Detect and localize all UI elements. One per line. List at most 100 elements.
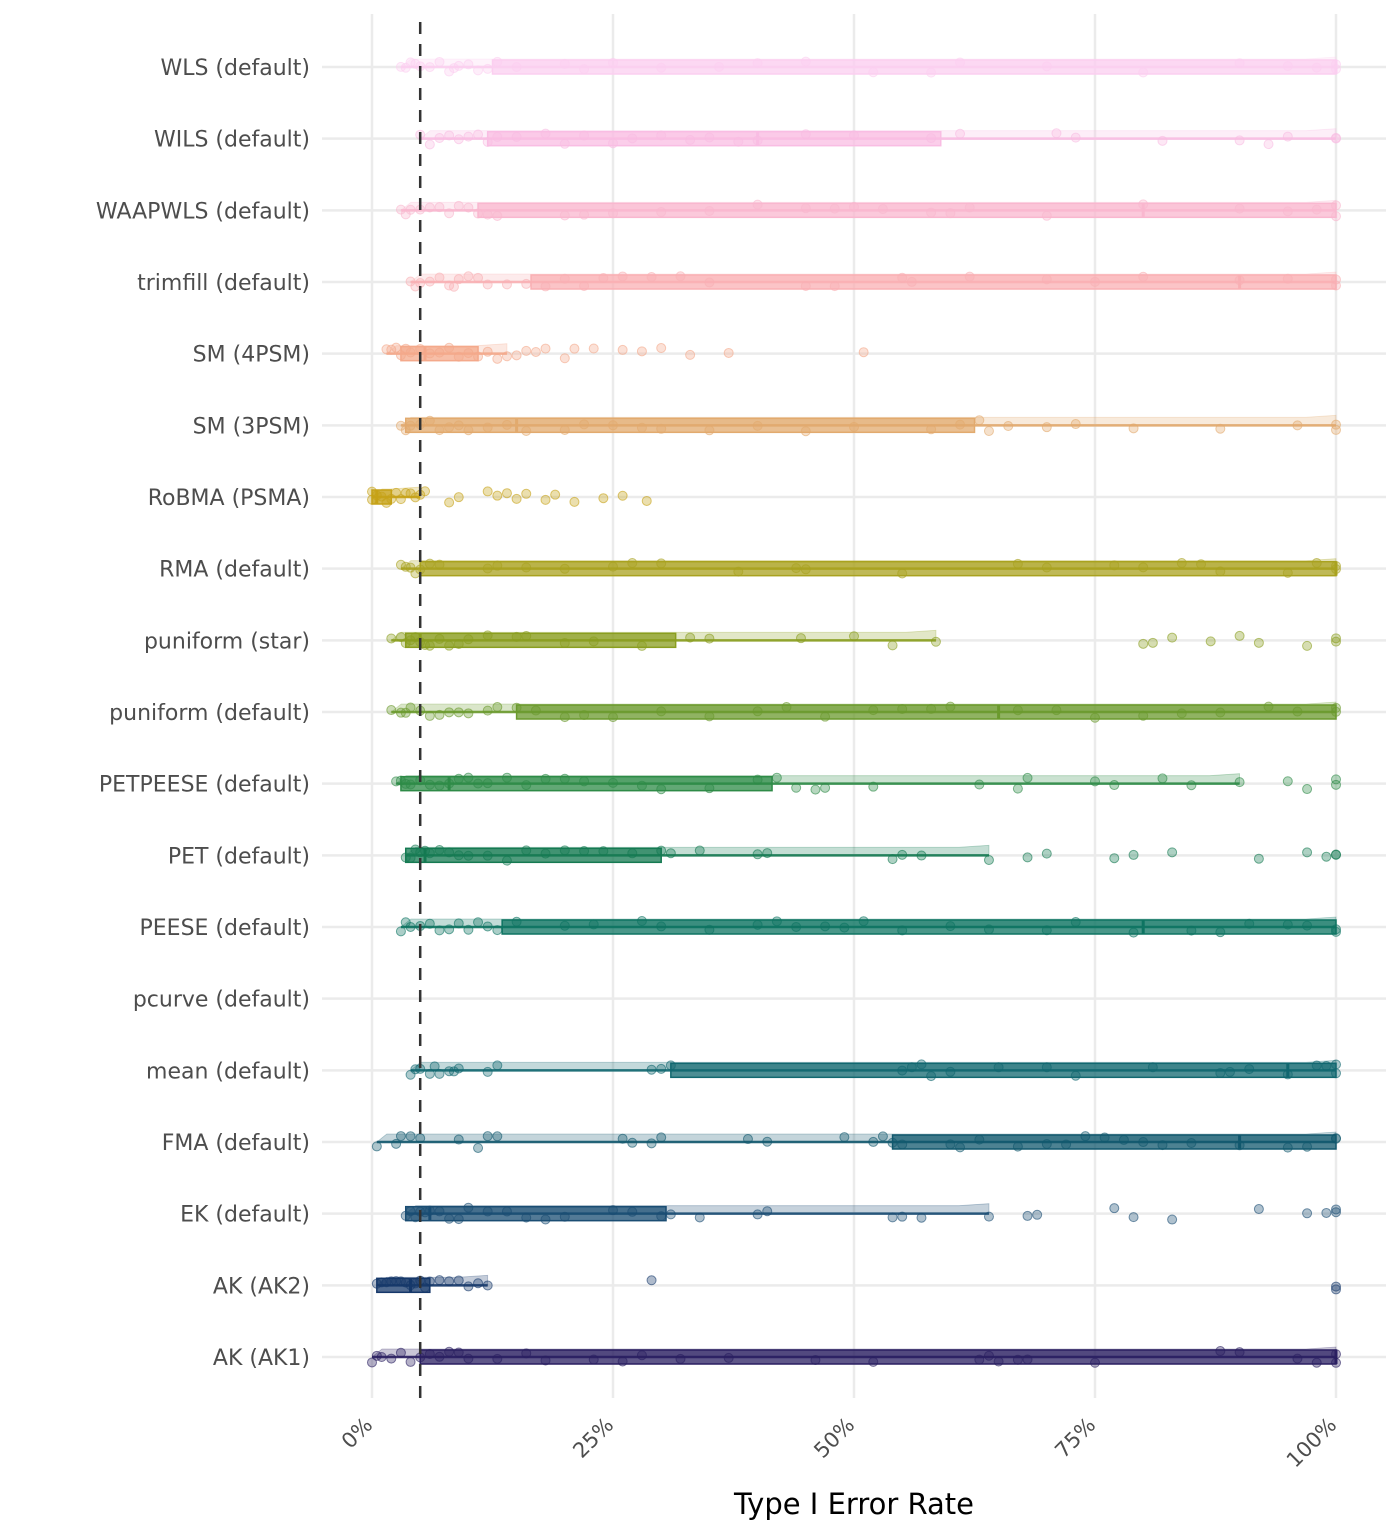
data-point (704, 924, 715, 935)
data-point (1109, 560, 1120, 571)
data-point (627, 1206, 638, 1217)
data-point (926, 703, 937, 714)
data-point (405, 921, 416, 932)
data-point (685, 632, 696, 643)
data-point (482, 850, 493, 861)
data-point (1215, 1346, 1226, 1357)
data-point (1234, 777, 1245, 788)
data-point (463, 59, 474, 70)
data-point (974, 1134, 985, 1145)
data-point (453, 1214, 464, 1225)
data-point (492, 131, 503, 142)
data-point (492, 1353, 503, 1364)
data-point (608, 420, 618, 431)
y-tick-label: puniform (star) (144, 629, 310, 654)
data-point (656, 207, 667, 218)
data-point (511, 702, 522, 713)
data-point (444, 640, 455, 651)
data-point (608, 138, 618, 149)
data-point (511, 131, 522, 142)
data-point (463, 708, 474, 719)
data-point (405, 852, 416, 863)
data-point (608, 712, 618, 723)
data-point (752, 919, 763, 930)
data-point (492, 490, 503, 501)
data-point (1128, 1212, 1139, 1223)
data-point (742, 1134, 753, 1145)
data-point (588, 343, 599, 354)
data-point (453, 773, 464, 784)
data-point (1128, 849, 1139, 860)
data-point (897, 925, 908, 936)
series-ek-default (400, 1202, 1341, 1225)
data-point (1331, 706, 1341, 717)
data-point (1302, 847, 1313, 858)
data-point (752, 706, 763, 717)
series-waapwls-default (395, 199, 1341, 222)
data-point (473, 65, 484, 76)
data-point (945, 701, 956, 712)
y-tick-label: WLS (default) (160, 56, 310, 81)
data-point (1234, 630, 1245, 641)
data-point (444, 924, 455, 935)
data-point (636, 916, 647, 927)
data-point (453, 134, 464, 145)
data-point (704, 205, 715, 216)
data-point (501, 772, 512, 783)
data-point (386, 705, 397, 716)
data-point (444, 497, 455, 508)
data-point (1080, 1131, 1091, 1142)
data-point (1157, 1140, 1168, 1151)
data-point (501, 351, 512, 362)
data-point (1118, 1134, 1129, 1145)
data-point (511, 493, 522, 504)
data-point (598, 493, 609, 504)
data-point (1090, 776, 1100, 787)
data-point (1331, 280, 1341, 291)
data-point (530, 346, 541, 357)
data-point (463, 425, 474, 436)
data-point (1331, 1207, 1341, 1218)
y-tick-label: WILS (default) (154, 128, 310, 153)
data-point (453, 1275, 464, 1286)
data-point (400, 1277, 411, 1288)
data-point (434, 1068, 445, 1079)
data-point (1282, 567, 1293, 578)
data-point (463, 1353, 474, 1364)
data-point (1244, 918, 1255, 929)
data-point (1331, 849, 1341, 860)
data-point (453, 351, 464, 362)
data-point (424, 1205, 435, 1216)
box (501, 919, 1337, 935)
data-point (1205, 636, 1216, 647)
data-point (945, 1066, 956, 1077)
data-point (945, 921, 956, 932)
data-point (665, 848, 676, 859)
data-point (420, 845, 431, 856)
data-point (974, 779, 985, 790)
box (477, 202, 1337, 219)
data-point (1128, 927, 1139, 938)
data-point (1302, 1208, 1313, 1219)
data-point (868, 1136, 879, 1147)
data-point (636, 640, 647, 651)
data-point (1282, 206, 1293, 217)
data-point (617, 1133, 628, 1144)
data-point (955, 1142, 966, 1153)
data-point (579, 419, 590, 430)
data-point (453, 1063, 464, 1074)
data-point (405, 204, 416, 215)
data-point (1321, 851, 1332, 862)
data-point (1012, 705, 1023, 716)
box (530, 274, 1337, 290)
data-point (1022, 1210, 1033, 1221)
data-point (665, 1209, 676, 1220)
data-point (617, 1356, 628, 1367)
series-robma-psma (367, 486, 652, 508)
x-tick-label: 0% (337, 1413, 378, 1454)
data-point (1234, 1347, 1245, 1358)
data-point (1311, 1357, 1322, 1368)
data-point (473, 1142, 484, 1153)
data-point (501, 855, 512, 866)
data-point (598, 846, 609, 857)
